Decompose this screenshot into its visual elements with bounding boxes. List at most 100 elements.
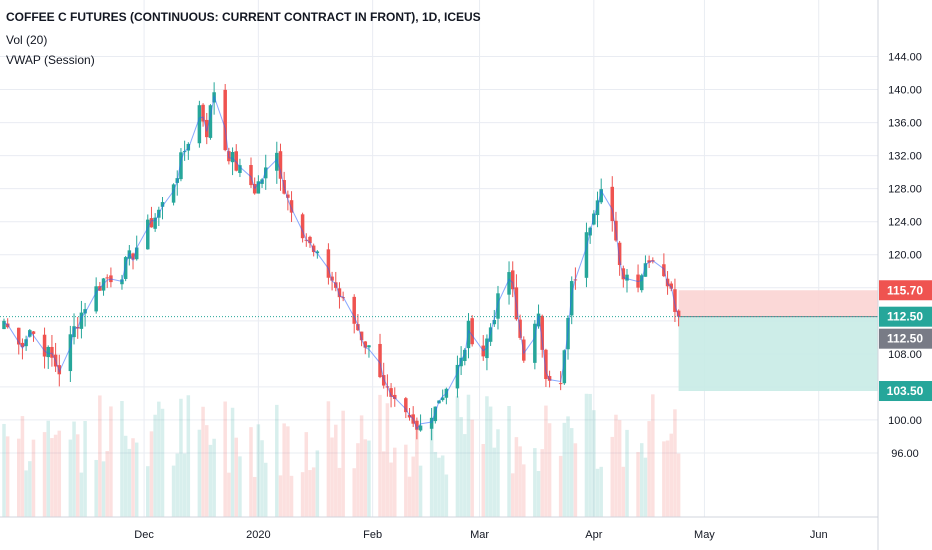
y-tick-label: 96.00: [891, 448, 919, 460]
x-tick-label: 2020: [246, 529, 270, 541]
volume-bar: [437, 457, 441, 517]
volume-bar: [286, 426, 290, 517]
volume-bar: [334, 424, 338, 517]
volume-bar: [640, 443, 644, 517]
volume-bar: [507, 406, 511, 517]
volume-bar: [308, 470, 312, 517]
volume-bar: [157, 401, 161, 517]
y-tick-label: 128.00: [888, 184, 922, 196]
volume-bar: [234, 437, 238, 517]
volume-bar: [127, 448, 132, 517]
candle-body: [510, 270, 515, 290]
candle-body: [249, 165, 253, 186]
candle-body: [94, 286, 98, 312]
last-price-badge: 112.50: [887, 310, 923, 324]
candle-body: [488, 327, 493, 342]
stop-price-badge-bg: [879, 280, 932, 301]
candle-body: [363, 341, 368, 348]
candle-body: [20, 342, 25, 348]
volume-bar: [72, 421, 76, 517]
candle-body: [492, 320, 497, 325]
candle-body: [536, 313, 541, 327]
volume-bar: [514, 437, 519, 517]
volume-bar: [584, 393, 589, 517]
target-price-badge-bg: [879, 381, 932, 402]
candle-body: [105, 277, 109, 279]
volume-bar: [249, 427, 253, 517]
volume-bar: [171, 465, 176, 517]
candle-body: [46, 346, 50, 358]
volume-bar: [282, 423, 286, 517]
candle-body: [234, 151, 238, 171]
y-tick-label: 100.00: [888, 415, 922, 427]
vwap-path: [3, 94, 680, 430]
candle-body: [131, 253, 135, 260]
candle-body: [278, 151, 283, 179]
candle-body: [359, 331, 364, 341]
volume-bar: [595, 468, 600, 517]
volume-bar: [599, 466, 603, 517]
candle-body: [433, 406, 438, 422]
volume-bar: [179, 398, 183, 517]
candle-body: [418, 425, 423, 431]
volume-bar: [101, 461, 106, 517]
volume-bar: [433, 451, 438, 517]
volume-bar: [418, 465, 423, 517]
candle-body: [407, 414, 412, 418]
volume-bar: [205, 425, 209, 517]
volume-bar: [573, 443, 578, 517]
volume-bar: [367, 440, 371, 517]
candle-body: [643, 263, 648, 277]
volume-bar: [278, 475, 283, 517]
y-tick-label: 132.00: [888, 151, 922, 163]
volume-bar: [547, 423, 552, 517]
candle-body: [455, 364, 460, 389]
volume-bar: [53, 434, 58, 517]
volume-bar: [566, 416, 570, 517]
candle-body: [153, 217, 157, 229]
volume-bar: [665, 440, 670, 517]
volume-bar: [455, 396, 460, 517]
volume-bar: [363, 439, 368, 517]
volume-bar: [238, 456, 242, 517]
volume-bar: [79, 472, 84, 517]
candle-body: [415, 420, 419, 430]
volume-bar: [669, 433, 673, 517]
candle-body: [83, 309, 87, 314]
candle-body: [352, 296, 356, 324]
candle-body: [230, 152, 235, 163]
candle-body: [197, 105, 202, 144]
volume-bar: [160, 408, 165, 517]
candle-body: [617, 242, 622, 266]
volume-bar: [2, 423, 6, 517]
candle-body: [459, 357, 463, 367]
volume-bar: [610, 436, 615, 517]
volume-bars: [2, 393, 681, 517]
volume-bar: [46, 420, 50, 517]
volume-bar: [533, 448, 537, 517]
volume-bar: [470, 419, 474, 517]
volume-bar: [16, 438, 21, 517]
volume-bar: [94, 459, 98, 517]
vwap-line: [3, 94, 680, 430]
volume-bar: [643, 457, 648, 517]
candle-body: [533, 323, 537, 363]
candle-body: [289, 200, 294, 213]
candle-body: [673, 289, 677, 312]
volume-bar: [407, 476, 412, 517]
vwap-indicator-label[interactable]: VWAP (Session): [6, 53, 95, 67]
candle-body: [547, 376, 552, 381]
volume-bar: [510, 473, 515, 517]
volume-indicator-label[interactable]: Vol (20): [6, 33, 48, 47]
candle-body: [263, 167, 268, 179]
volume-bar: [123, 435, 128, 517]
volume-bar: [544, 405, 548, 517]
volume-bar: [485, 396, 489, 517]
grid: [0, 0, 878, 517]
volume-bar: [636, 452, 640, 517]
volume-bar: [676, 453, 681, 517]
volume-bar: [337, 467, 342, 517]
x-tick-label: Feb: [363, 529, 382, 541]
candle-body: [669, 283, 673, 289]
